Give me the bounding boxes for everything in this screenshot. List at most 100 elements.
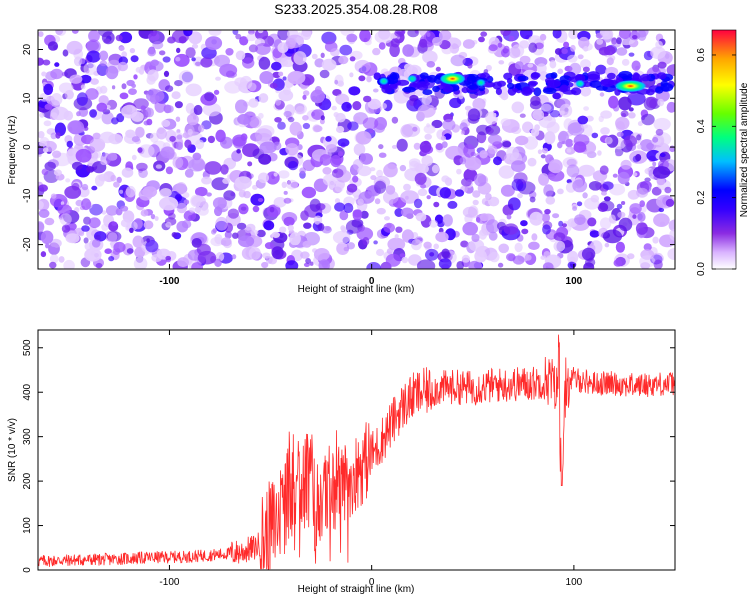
noise-blob <box>357 198 364 206</box>
noise-blob <box>363 95 372 103</box>
noise-blob <box>574 214 586 226</box>
noise-blob <box>580 59 591 69</box>
noise-blob <box>545 196 556 205</box>
noise-blob <box>506 214 512 220</box>
noise-blob <box>65 233 80 244</box>
noise-blob <box>476 124 490 136</box>
noise-blob <box>506 253 516 262</box>
signal-blob <box>587 71 600 80</box>
noise-blob <box>215 129 226 143</box>
noise-blob <box>432 36 443 46</box>
noise-blob <box>456 168 462 175</box>
noise-blob <box>285 37 296 49</box>
noise-blob <box>325 136 332 142</box>
noise-blob <box>154 95 160 101</box>
noise-blob <box>474 249 487 263</box>
signal-blob <box>558 86 568 93</box>
noise-blob <box>374 117 387 130</box>
noise-blob <box>572 206 578 211</box>
noise-blob <box>138 144 155 158</box>
noise-blob <box>121 83 127 90</box>
noise-blob <box>657 98 665 107</box>
noise-blob <box>552 30 562 39</box>
signal-blob <box>528 80 538 86</box>
noise-blob <box>68 120 82 135</box>
noise-blob <box>471 233 480 243</box>
noise-blob <box>302 159 316 171</box>
noise-blob <box>227 208 239 219</box>
noise-blob <box>95 234 101 241</box>
noise-blob <box>184 168 194 178</box>
noise-blob <box>293 103 307 115</box>
noise-blob <box>312 124 322 133</box>
noise-blob <box>58 256 65 263</box>
noise-blob <box>88 217 101 228</box>
noise-blob <box>121 167 134 178</box>
noise-blob <box>287 70 306 85</box>
y-tick-label: 0 <box>22 567 33 573</box>
noise-blob <box>322 167 332 175</box>
noise-blob <box>285 260 299 269</box>
noise-blob <box>80 84 86 90</box>
noise-blob <box>258 172 269 184</box>
noise-blob <box>604 242 610 248</box>
noise-blob <box>573 141 587 153</box>
noise-blob <box>519 113 526 118</box>
noise-blob <box>338 55 349 65</box>
noise-blob <box>287 224 294 232</box>
noise-blob <box>168 212 176 220</box>
noise-blob <box>424 133 433 140</box>
noise-blob <box>366 262 382 269</box>
noise-blob <box>435 143 444 151</box>
noise-blob <box>165 166 173 175</box>
noise-blob <box>300 251 310 259</box>
noise-blob <box>617 171 630 185</box>
noise-blob <box>639 139 654 152</box>
noise-blob <box>536 213 543 221</box>
noise-blob <box>652 236 659 244</box>
noise-blob <box>426 195 431 200</box>
noise-blob <box>599 200 615 212</box>
noise-blob <box>401 256 409 264</box>
noise-blob <box>459 157 467 165</box>
noise-blob <box>347 121 359 131</box>
noise-blob <box>39 92 49 102</box>
noise-blob <box>463 143 475 158</box>
noise-blob <box>101 111 114 125</box>
signal-blob <box>385 75 399 85</box>
noise-blob <box>213 89 220 95</box>
noise-blob <box>248 98 259 108</box>
noise-blob <box>59 213 72 226</box>
noise-blob <box>553 240 566 252</box>
noise-blob <box>177 257 190 268</box>
noise-blob <box>264 242 274 250</box>
noise-blob <box>346 183 358 193</box>
noise-blob <box>472 190 481 198</box>
noise-blob <box>616 37 622 45</box>
noise-blob <box>399 164 407 172</box>
noise-blob <box>185 47 196 58</box>
signal-blob <box>422 89 433 96</box>
noise-blob <box>467 108 481 122</box>
noise-blob <box>374 180 387 194</box>
noise-blob <box>300 210 309 221</box>
noise-blob <box>152 41 164 50</box>
noise-blob <box>165 221 172 228</box>
noise-blob <box>183 30 193 37</box>
noise-blob <box>96 102 108 112</box>
noise-blob <box>549 110 561 118</box>
noise-blob <box>508 46 521 59</box>
noise-blob <box>442 214 453 227</box>
noise-blob <box>126 220 138 232</box>
noise-blob <box>275 99 282 106</box>
noise-blob <box>519 40 530 49</box>
noise-blob <box>653 259 663 269</box>
noise-blob <box>349 56 356 62</box>
signal-blob <box>571 87 582 96</box>
noise-blob <box>487 145 498 155</box>
noise-blob <box>376 169 384 178</box>
noise-blob <box>426 61 436 68</box>
noise-blob <box>652 166 671 179</box>
noise-blob <box>421 94 432 105</box>
noise-blob <box>569 256 576 262</box>
